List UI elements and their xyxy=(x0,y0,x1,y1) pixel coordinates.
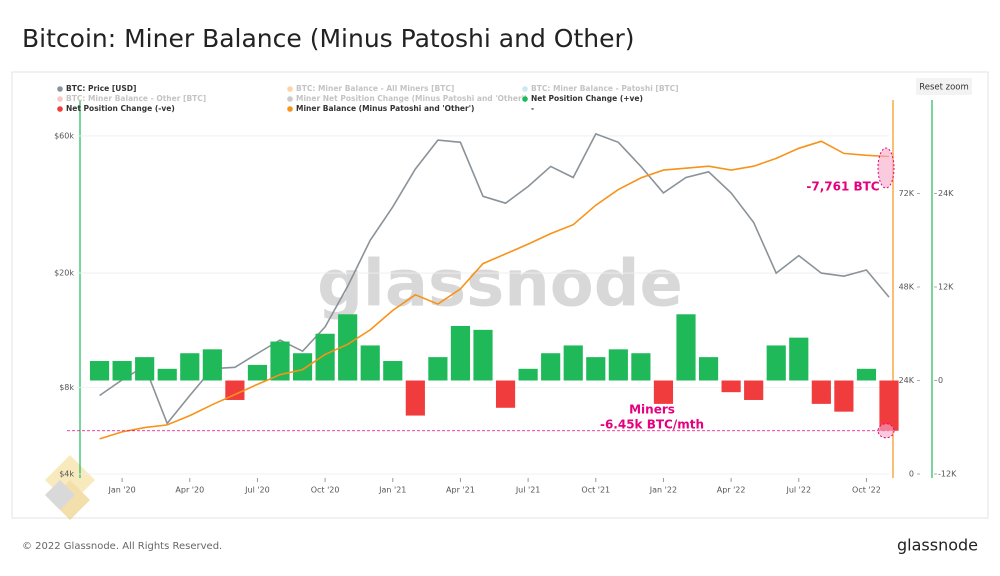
yticks-label: $20k xyxy=(54,269,74,278)
net-position-bar xyxy=(202,349,222,381)
y3ticks-label: -12K xyxy=(938,470,957,479)
legend-label: Net Position Change (-ve) xyxy=(66,104,175,113)
legend-marker xyxy=(287,96,293,102)
reset-zoom-label[interactable]: Reset zoom xyxy=(919,83,969,93)
annotation: -7,761 BTC xyxy=(806,180,879,194)
x-tick-label: Apr '21 xyxy=(446,486,475,495)
y3ticks-label: 12K xyxy=(938,283,954,292)
copyright: © 2022 Glassnode. All Rights Reserved. xyxy=(22,541,222,552)
net-position-bar xyxy=(586,357,606,381)
net-position-bar xyxy=(405,380,425,416)
legend-label: Net Position Change (+ve) xyxy=(531,94,643,103)
y3ticks-label: 24K xyxy=(938,189,954,198)
plot-area xyxy=(89,132,899,440)
legend-label: BTC: Miner Balance - All Miners [BTC] xyxy=(296,84,454,93)
legend-marker xyxy=(287,106,293,112)
series-line xyxy=(99,132,890,425)
net-position-bar xyxy=(180,353,200,381)
y2ticks-label: 72K xyxy=(899,189,915,198)
legend-label: - xyxy=(531,104,534,113)
net-position-bar xyxy=(338,314,358,381)
net-position-bar xyxy=(135,357,155,381)
net-position-bar xyxy=(270,341,290,381)
yticks-label: $4k xyxy=(59,470,74,479)
x-tick-label: Oct '21 xyxy=(581,486,610,495)
y2ticks-label: 0 xyxy=(909,470,914,479)
x-tick-label: Jan '22 xyxy=(649,486,677,495)
y2ticks-label: 48K xyxy=(899,283,915,292)
annotation-circle xyxy=(877,147,895,189)
net-position-bar xyxy=(721,380,741,393)
net-position-bar xyxy=(473,329,493,381)
net-position-bar xyxy=(89,361,110,381)
watermark: glassnode xyxy=(317,248,683,322)
chart-panel xyxy=(11,71,989,519)
legend-marker xyxy=(57,106,63,112)
reset-zoom-button[interactable] xyxy=(916,78,972,95)
net-position-bar xyxy=(518,368,538,381)
net-position-bar xyxy=(428,357,448,381)
net-position-bar xyxy=(450,325,471,381)
net-position-bar xyxy=(360,345,380,381)
x-tick-label: Jan '20 xyxy=(107,486,135,495)
annotation-circle xyxy=(877,423,895,439)
x-tick-label: Jul '22 xyxy=(785,486,811,495)
legend-marker xyxy=(57,86,63,92)
net-position-bar xyxy=(225,380,245,400)
net-position-bar xyxy=(112,361,132,381)
series-line xyxy=(99,140,890,440)
x-tick-label: Jul '20 xyxy=(244,486,270,495)
footer-logo: glassnode xyxy=(897,536,978,555)
x-tick-label: Jan '21 xyxy=(378,486,406,495)
legend-label: Miner Balance (Minus Patoshi and 'Other'… xyxy=(296,104,474,113)
annotation: Miners xyxy=(629,403,675,417)
net-position-bar xyxy=(856,368,877,381)
net-position-bar xyxy=(495,380,516,408)
annotation: -6.45k BTC/mth xyxy=(600,418,704,432)
net-position-bar xyxy=(247,364,268,381)
x-tick-label: Apr '20 xyxy=(175,486,204,495)
legend-label: BTC: Miner Balance - Patoshi [BTC] xyxy=(531,84,679,93)
yticks-label: $8k xyxy=(59,383,74,392)
yticks-label: $60k xyxy=(54,131,74,140)
net-position-bar xyxy=(879,380,899,431)
x-tick-label: Apr '22 xyxy=(717,486,746,495)
x-tick-label: Jul '21 xyxy=(515,486,541,495)
net-position-bar xyxy=(789,337,809,381)
legend-label: BTC: Price [USD] xyxy=(66,84,136,93)
x-tick-label: Oct '20 xyxy=(311,486,340,495)
page-title: Bitcoin: Miner Balance (Minus Patoshi an… xyxy=(22,24,635,53)
y3ticks-label: 0 xyxy=(938,376,943,385)
net-position-bar xyxy=(315,333,335,381)
net-position-bar xyxy=(541,353,561,381)
diamond xyxy=(45,480,75,510)
net-position-bar xyxy=(811,380,831,404)
net-position-bar xyxy=(766,345,786,381)
legend-marker xyxy=(287,86,293,92)
net-position-bar xyxy=(653,380,674,404)
legend-marker xyxy=(522,86,528,92)
net-position-bar xyxy=(292,353,313,381)
x-tick-label: Oct '22 xyxy=(852,486,881,495)
y2ticks-label: 24K xyxy=(899,376,915,385)
net-position-bar xyxy=(563,345,583,381)
net-position-bar xyxy=(608,349,628,381)
net-position-bar xyxy=(698,357,719,381)
net-position-bar xyxy=(383,361,403,381)
net-position-bar xyxy=(744,380,764,400)
legend-marker xyxy=(57,96,63,102)
net-position-bar xyxy=(834,380,854,412)
legend-label: Miner Net Position Change (Minus Patoshi… xyxy=(296,94,527,103)
legend-label: BTC: Miner Balance - Other [BTC] xyxy=(66,94,206,103)
net-position-bar xyxy=(157,368,177,381)
net-position-bar xyxy=(631,353,651,381)
net-position-bar xyxy=(676,314,696,381)
legend-marker xyxy=(522,96,528,102)
decoration xyxy=(45,455,95,520)
